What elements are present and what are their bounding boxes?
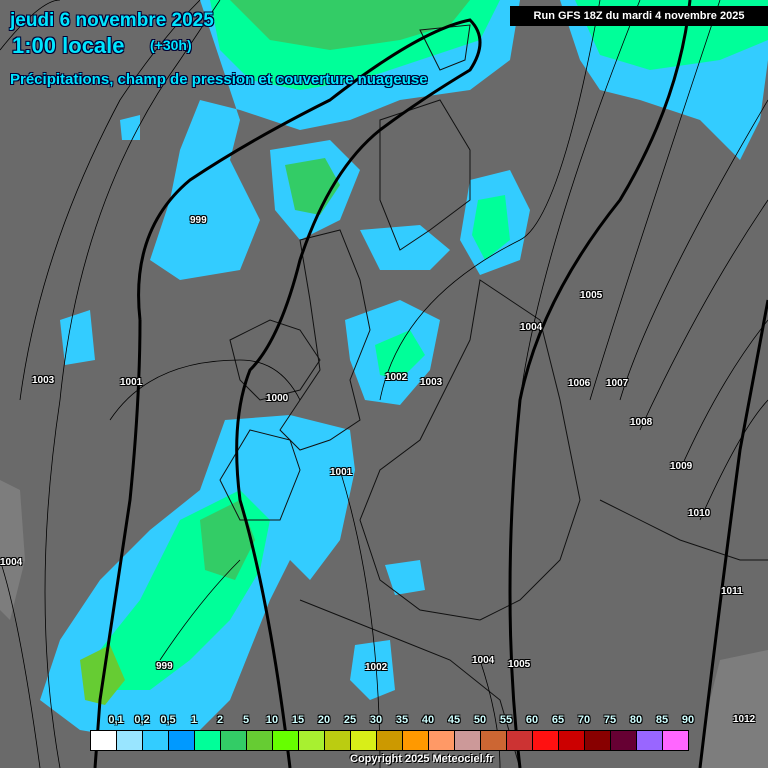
isobar-label: 1008	[630, 417, 653, 428]
legend-swatch	[481, 731, 507, 750]
isobar-label: 1001	[120, 377, 143, 388]
legend-label: 45	[447, 714, 461, 726]
legend-swatch	[559, 731, 585, 750]
isobar-label: 1005	[508, 659, 531, 670]
legend-swatch	[325, 731, 351, 750]
isobar-label: 1009	[670, 461, 693, 472]
legend-label: 55	[499, 714, 513, 726]
legend-swatch	[637, 731, 663, 750]
isobar-label: 999	[156, 661, 173, 672]
legend-label: 15	[291, 714, 305, 726]
legend-label: 75	[603, 714, 617, 726]
isobar-label: 1010	[688, 508, 711, 519]
legend-label: 40	[421, 714, 435, 726]
isobar-label: 1004	[0, 557, 23, 568]
legend-swatch	[169, 731, 195, 750]
precipitation-legend	[90, 730, 689, 751]
legend-swatch	[143, 731, 169, 750]
legend-label: 80	[629, 714, 643, 726]
legend-swatch	[247, 731, 273, 750]
legend-label: 5	[242, 714, 250, 726]
isobar-label: 1006	[568, 378, 591, 389]
legend-swatch	[507, 731, 533, 750]
legend-swatch	[377, 731, 403, 750]
legend-label: 0,2	[134, 714, 150, 726]
legend-swatch	[663, 731, 688, 750]
legend-swatch	[221, 731, 247, 750]
legend-label: 70	[577, 714, 591, 726]
isobar-label: 1012	[733, 714, 756, 725]
legend-label: 2	[216, 714, 224, 726]
forecast-time: 1:00 locale	[12, 33, 125, 58]
legend-swatch	[455, 731, 481, 750]
legend-label: 60	[525, 714, 539, 726]
isobar-label: 1007	[606, 378, 629, 389]
legend-swatch	[195, 731, 221, 750]
legend-label: 50	[473, 714, 487, 726]
legend-label: 30	[369, 714, 383, 726]
isobar-label: 1001	[330, 467, 353, 478]
isobar-label: 1004	[520, 322, 543, 333]
legend-label: 65	[551, 714, 565, 726]
map-subtitle: Précipitations, champ de pression et cou…	[10, 71, 428, 88]
isobar-label: 1005	[580, 290, 603, 301]
legend-swatch	[533, 731, 559, 750]
legend-label: 1	[190, 714, 198, 726]
legend-label: 0,1	[108, 714, 124, 726]
forecast-lead: (+30h)	[150, 37, 192, 53]
legend-label: 85	[655, 714, 669, 726]
isobar-label: 1004	[472, 655, 495, 666]
legend-swatch	[351, 731, 377, 750]
forecast-date: jeudi 6 novembre 2025	[10, 10, 214, 31]
isobar-label: 1003	[420, 377, 443, 388]
isobar-label: 999	[190, 215, 207, 226]
isobar-label: 1000	[266, 393, 289, 404]
legend-label: 90	[681, 714, 695, 726]
isobar-label: 1011	[721, 586, 743, 597]
legend-swatch	[117, 731, 143, 750]
legend-swatch	[585, 731, 611, 750]
isobar-label: 1003	[32, 375, 55, 386]
run-label: Run GFS 18Z du mardi 4 novembre 2025	[510, 6, 768, 26]
legend-label: 0,5	[160, 714, 176, 726]
coastlines	[219, 24, 768, 768]
legend-label: 10	[265, 714, 279, 726]
isobar-label: 1002	[365, 662, 388, 673]
legend-swatch	[611, 731, 637, 750]
isobars-main	[93, 0, 768, 768]
legend-label: 25	[343, 714, 357, 726]
isobar-label: 1002	[385, 372, 408, 383]
legend-swatch	[91, 731, 117, 750]
legend-swatch	[403, 731, 429, 750]
copyright: Copyright 2025 Meteociel.fr	[350, 753, 494, 765]
legend-label: 35	[395, 714, 409, 726]
legend-swatch	[429, 731, 455, 750]
legend-swatch	[273, 731, 299, 750]
legend-labels: 0,1 0,2 0,5 1 2 5 10 15 20 25 30 35 40 45 50 55 60 65 70 75…	[90, 714, 694, 728]
legend-label: 20	[317, 714, 331, 726]
legend-swatch	[299, 731, 325, 750]
cloud-cover	[0, 480, 768, 768]
